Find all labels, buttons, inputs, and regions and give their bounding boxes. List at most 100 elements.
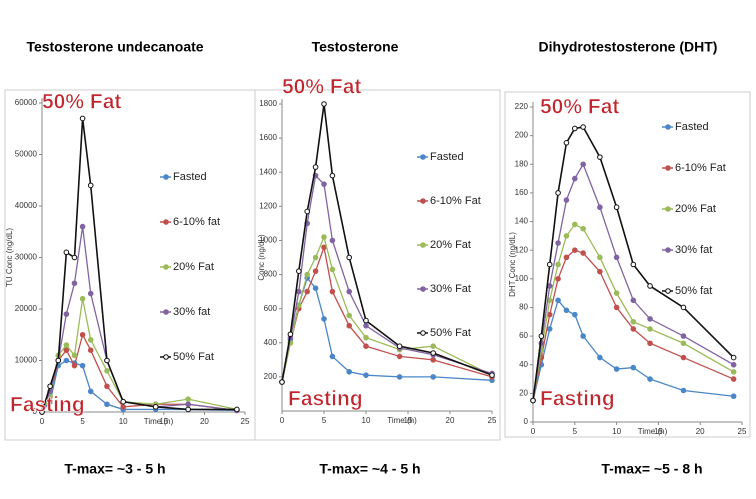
annotation: 50% Fat xyxy=(540,96,619,119)
point xyxy=(47,383,53,390)
point xyxy=(572,175,578,182)
legend-label: 30% fat xyxy=(173,306,210,318)
legend-swatch xyxy=(420,154,426,160)
chart-title: Testosterone xyxy=(312,39,399,55)
point xyxy=(530,397,536,404)
point xyxy=(580,333,586,339)
point xyxy=(329,288,336,295)
legend-swatch xyxy=(665,206,671,212)
series-line xyxy=(281,244,493,383)
x-tick-label: 20 xyxy=(446,416,455,425)
x-tick-label: 15 xyxy=(654,427,663,436)
point xyxy=(63,342,70,348)
y-tick-label: 20 xyxy=(519,388,528,397)
x-tick-label: 10 xyxy=(119,417,128,426)
point xyxy=(572,247,578,253)
point xyxy=(321,316,327,322)
point xyxy=(87,290,94,297)
point xyxy=(63,249,70,256)
legend-swatch xyxy=(420,242,426,248)
annotation: Fasting xyxy=(10,394,85,417)
tmax-note: T-max= ~5 - 8 h xyxy=(601,461,702,477)
point xyxy=(321,101,327,107)
legend-label: 50% Fat xyxy=(430,327,471,339)
point xyxy=(597,268,603,275)
point xyxy=(104,383,110,390)
point xyxy=(79,115,86,122)
legend-swatch xyxy=(665,247,671,253)
legend-swatch xyxy=(163,264,169,270)
y-tick-label: 30000 xyxy=(15,253,38,262)
y-tick-label: 120 xyxy=(515,245,529,254)
point xyxy=(730,393,737,400)
x-axis-label: Time (h) xyxy=(144,417,174,426)
point xyxy=(630,261,637,268)
point xyxy=(580,250,586,256)
point xyxy=(71,280,78,287)
point xyxy=(730,376,737,382)
x-tick-label: 25 xyxy=(488,416,497,425)
x-tick-label: 10 xyxy=(612,427,621,436)
point xyxy=(363,334,369,341)
y-tick-label: 60000 xyxy=(15,98,38,107)
y-tick-label: 400 xyxy=(264,338,278,347)
point xyxy=(185,406,191,413)
x-tick-label: 0 xyxy=(280,416,285,425)
point xyxy=(346,368,353,375)
y-tick-label: 1800 xyxy=(259,99,277,108)
point xyxy=(363,343,369,349)
y-tick-label: 220 xyxy=(515,102,529,111)
y-tick-label: 800 xyxy=(264,270,278,279)
annotation: 50% Fat xyxy=(42,91,121,114)
point xyxy=(580,161,586,168)
point xyxy=(396,343,403,349)
legend-label: 6-10% fat xyxy=(173,216,220,228)
point xyxy=(304,208,311,215)
point xyxy=(287,331,294,338)
point xyxy=(546,261,553,268)
point xyxy=(597,204,603,211)
y-tick-label: 200 xyxy=(515,131,529,140)
legend-label: Fasted xyxy=(430,151,464,163)
y-tick-label: 180 xyxy=(515,159,529,168)
point xyxy=(680,354,687,361)
point xyxy=(87,182,94,189)
point xyxy=(572,311,578,318)
series-line xyxy=(41,118,237,413)
y-tick-label: 40 xyxy=(519,360,528,369)
point xyxy=(321,234,327,240)
point xyxy=(555,190,561,196)
legend-label: 20% Fat xyxy=(675,203,716,215)
legend-label: 50% Fat xyxy=(173,351,214,363)
x-tick-label: 10 xyxy=(362,416,371,425)
legend-label: 20% Fat xyxy=(173,261,214,273)
legend-swatch xyxy=(665,288,671,294)
legend-label: 6-10% Fat xyxy=(675,162,726,174)
point xyxy=(304,288,311,295)
point xyxy=(680,340,687,347)
x-tick-label: 15 xyxy=(404,416,413,425)
point xyxy=(630,364,637,371)
point xyxy=(430,374,437,380)
point xyxy=(346,254,353,261)
annotation: Fasting xyxy=(288,388,363,411)
y-tick-label: 1000 xyxy=(259,236,277,245)
point xyxy=(104,368,110,374)
point xyxy=(321,181,327,187)
point xyxy=(563,233,570,239)
point xyxy=(185,401,191,408)
point xyxy=(346,312,353,319)
point xyxy=(647,340,653,347)
point xyxy=(185,396,191,402)
point xyxy=(555,297,561,304)
point xyxy=(312,254,319,261)
point xyxy=(296,268,302,274)
point xyxy=(580,225,586,232)
y-tick-label: 1200 xyxy=(259,201,277,210)
legend-label: 30% fat xyxy=(675,244,712,256)
x-tick-label: 20 xyxy=(200,417,209,426)
point xyxy=(79,295,86,302)
point xyxy=(71,254,78,261)
y-tick-label: 200 xyxy=(264,372,278,381)
y-tick-label: 60 xyxy=(519,331,528,340)
